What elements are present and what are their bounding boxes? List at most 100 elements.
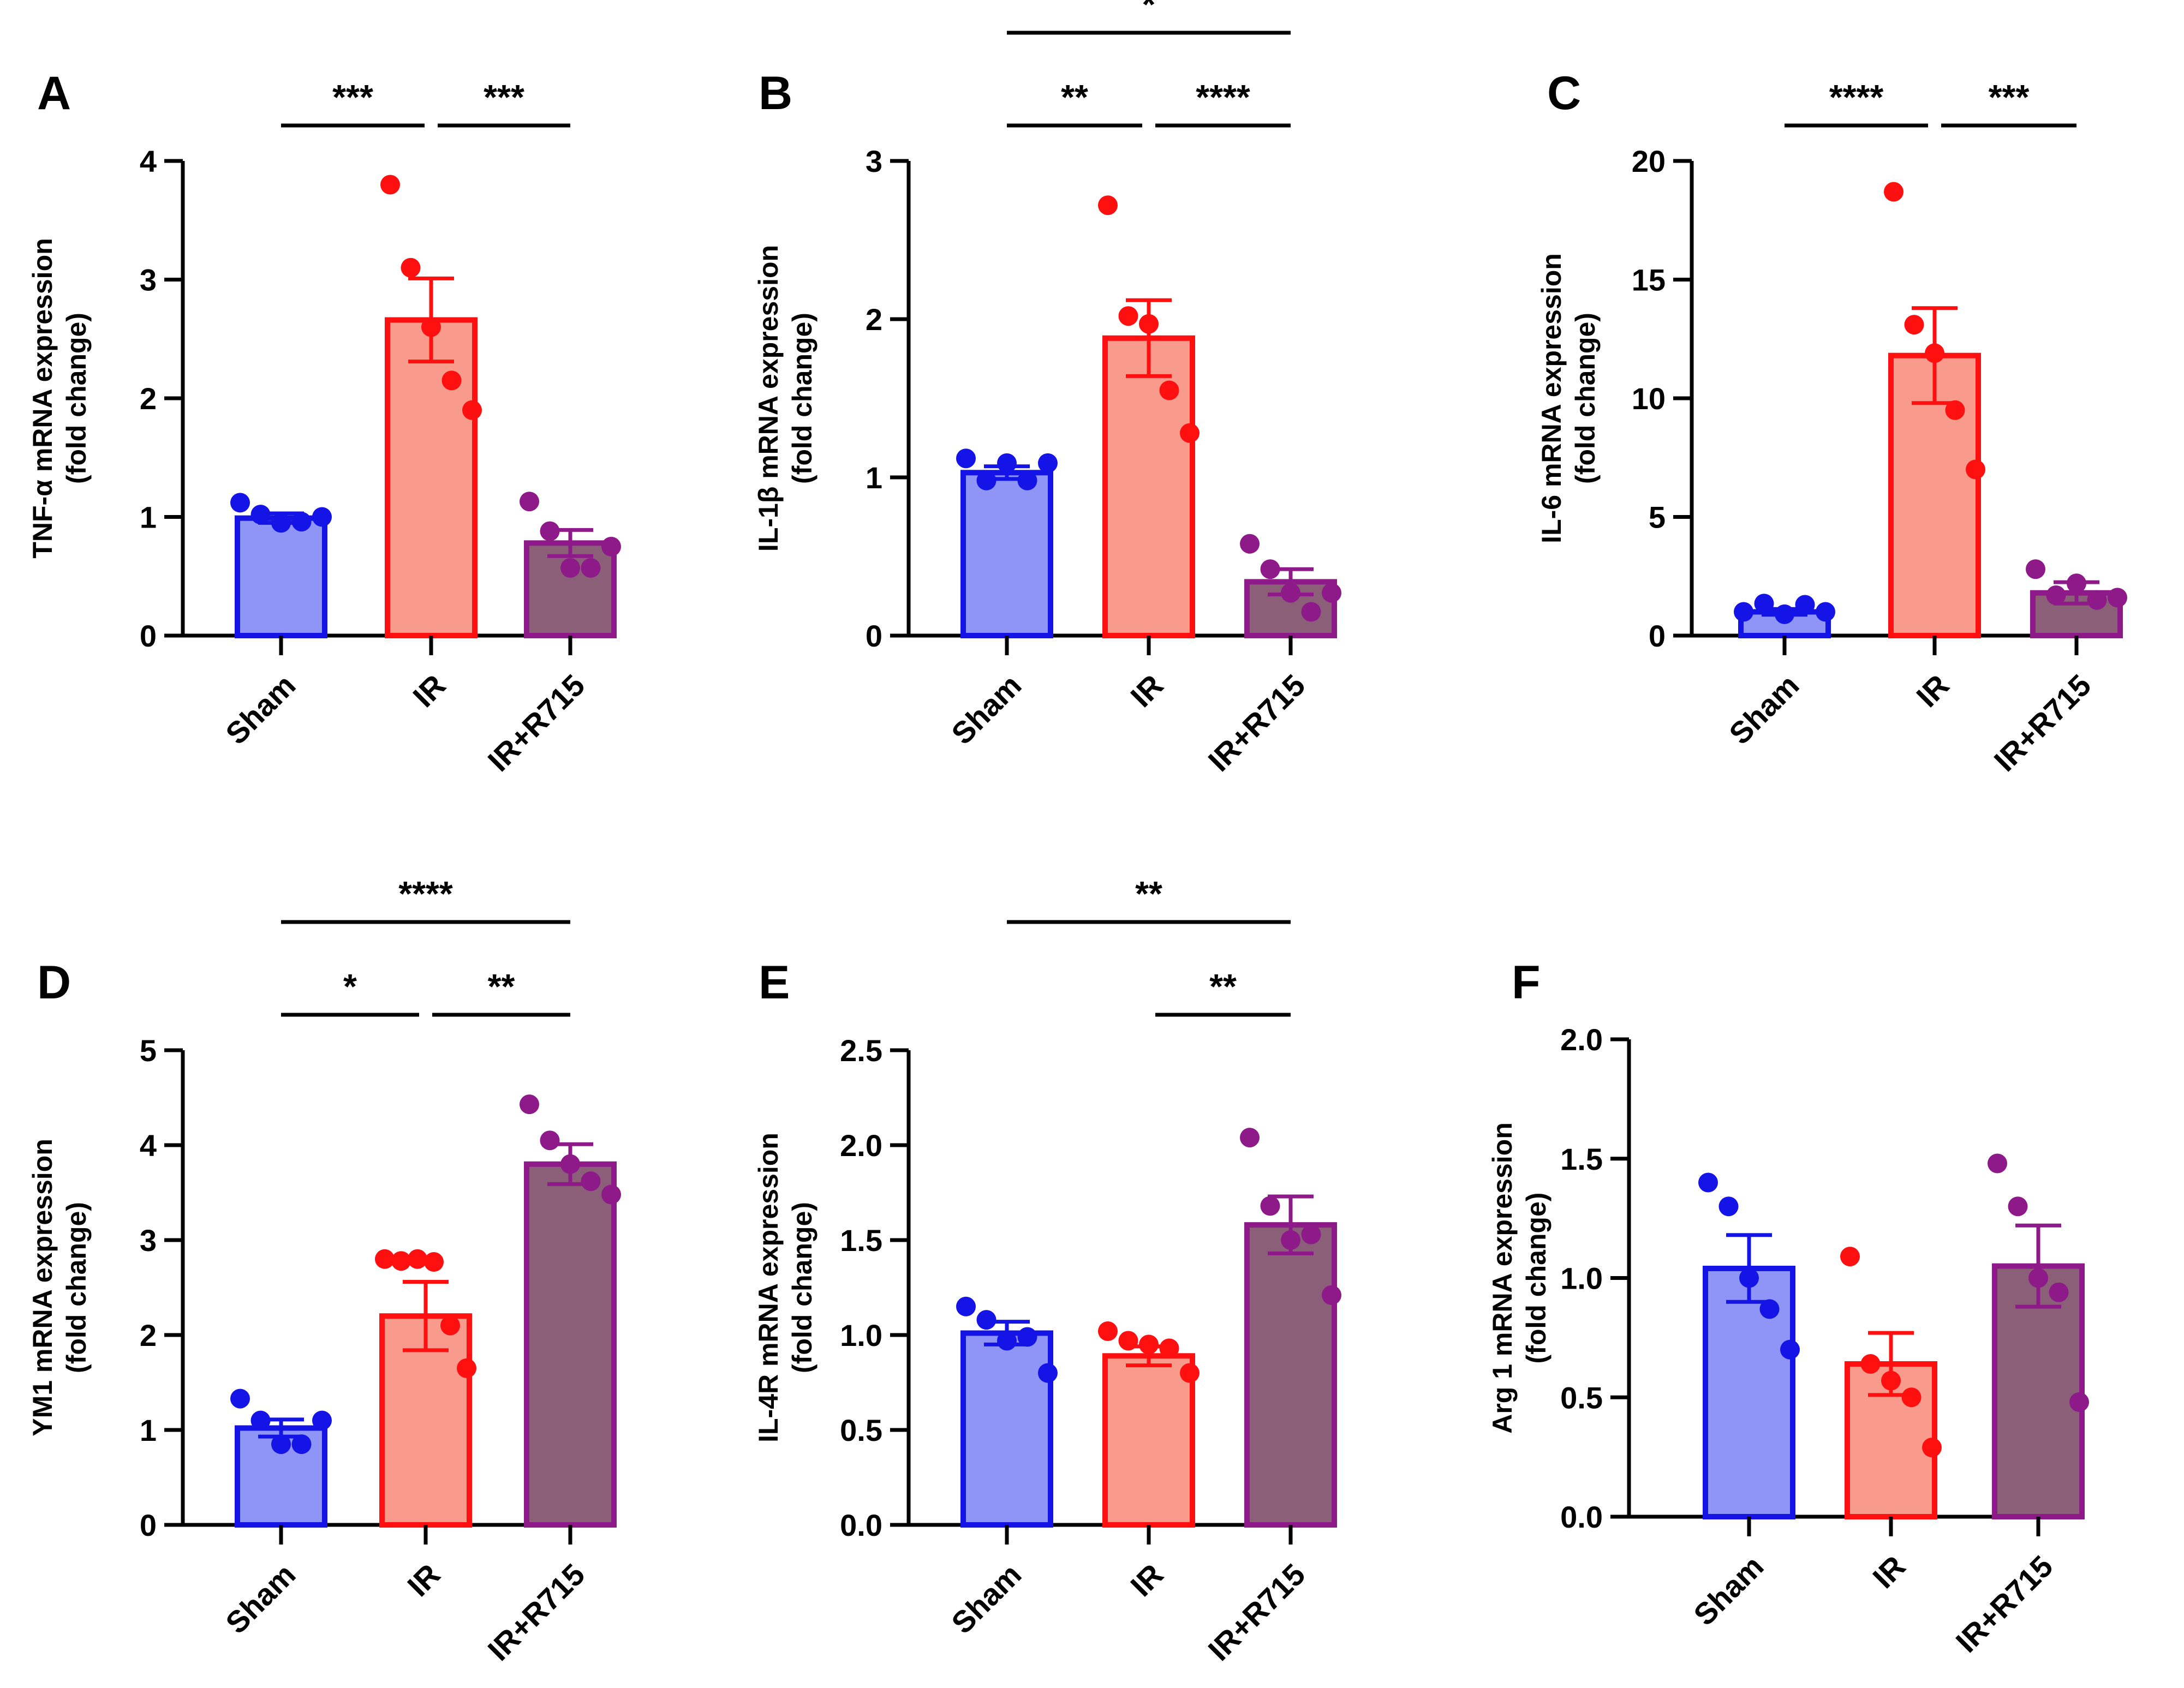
y-axis-label: YM1 mRNA expression (27, 1139, 58, 1436)
y-axis-label: IL-1β mRNA expression (753, 245, 784, 552)
y-axis-label-units: (fold change) (61, 313, 92, 484)
bar-sham (960, 1330, 1053, 1528)
significance-label: *** (1989, 77, 2030, 117)
bar-ir (385, 317, 478, 638)
data-point (1301, 1224, 1321, 1244)
category-label: IR+R715 (1988, 668, 2098, 778)
category-label: IR+R715 (1202, 668, 1312, 778)
significance-label: **** (1829, 77, 1884, 117)
panel-b: B 0 1 2 3 IL-1β mRNA expression (fold change) S… (753, 0, 1341, 778)
data-point (956, 448, 976, 469)
data-point (1698, 1172, 1718, 1193)
data-point (1098, 1321, 1118, 1342)
data-point (401, 258, 421, 278)
category-label: Sham (1687, 1549, 1770, 1632)
y-tick-label: 5 (1649, 500, 1666, 535)
y-axis-label-units: (fold change) (61, 1202, 92, 1373)
data-point (1017, 1327, 1037, 1347)
data-point (312, 507, 332, 527)
data-point (375, 1249, 395, 1269)
category-label: Sham (219, 668, 302, 751)
panel-letter: C (1547, 67, 1581, 119)
data-point (581, 1171, 601, 1192)
y-tick-label: 1 (140, 1413, 157, 1447)
data-point (380, 175, 400, 195)
data-point (271, 513, 291, 533)
data-point (271, 1434, 291, 1454)
y-tick-label: 1.0 (1560, 1261, 1603, 1296)
data-point (1139, 1334, 1159, 1355)
data-point (1301, 602, 1321, 622)
data-point (1139, 314, 1159, 334)
significance-label: ** (1209, 967, 1237, 1006)
category-label: IR (1124, 1557, 1169, 1603)
data-point (230, 493, 250, 513)
category-label: IR (401, 1557, 446, 1603)
data-point (976, 470, 996, 490)
category-label: IR (1866, 1549, 1912, 1595)
data-point (2008, 1196, 2028, 1217)
data-point (291, 512, 312, 532)
data-point (1904, 315, 1924, 335)
y-tick-label: 0.5 (840, 1413, 882, 1447)
data-point (1739, 1268, 1759, 1288)
data-point (1159, 380, 1179, 400)
data-point (1322, 1285, 1341, 1305)
y-axis-label-units: (fold change) (787, 313, 817, 484)
data-point (997, 453, 1017, 473)
significance-label: ** (1135, 874, 1162, 913)
data-point (520, 492, 539, 512)
y-tick-label: 2.0 (840, 1128, 882, 1163)
y-tick-label: 10 (1632, 381, 1666, 416)
significance-label: **** (398, 874, 453, 913)
data-point (1159, 1338, 1179, 1358)
y-axis-label-units: (fold change) (1570, 313, 1601, 484)
data-point (956, 1296, 976, 1316)
data-point (1281, 1230, 1300, 1250)
data-point (2026, 559, 2045, 579)
y-tick-label: 1.5 (840, 1223, 882, 1258)
y-tick-label: 0 (140, 1508, 157, 1542)
panel-a: A 0 1 2 3 4 TNF-α mRNA expression (fold change)… (27, 67, 621, 778)
significance-label: ** (488, 967, 515, 1006)
data-point (1901, 1387, 1922, 1408)
data-point (1759, 1299, 1780, 1319)
y-axis-label: IL-6 mRNA expression (1536, 253, 1567, 543)
data-point (601, 536, 621, 556)
data-point (560, 1154, 580, 1174)
y-tick-label: 15 (1632, 263, 1666, 297)
data-point (1816, 602, 1835, 622)
data-point (2049, 1282, 2069, 1302)
data-point (457, 1358, 476, 1378)
y-tick-label: 2.5 (840, 1033, 882, 1068)
data-point (1922, 1438, 1942, 1458)
data-point (2069, 1392, 2089, 1412)
y-tick-label: 0.5 (1560, 1380, 1603, 1415)
data-point (1180, 423, 1200, 443)
data-point (441, 370, 462, 391)
data-point (1322, 583, 1341, 603)
y-tick-label: 0.0 (840, 1508, 882, 1542)
y-axis-label: TNF-α mRNA expression (27, 238, 58, 558)
data-point (520, 1094, 539, 1115)
y-tick-label: 0 (140, 619, 157, 653)
category-label: IR+R715 (1202, 1557, 1312, 1667)
data-point (1754, 594, 1774, 614)
panel-letter: B (759, 67, 792, 119)
category-label: IR (1124, 668, 1169, 714)
y-tick-label: 5 (140, 1033, 157, 1068)
data-point (1240, 1128, 1260, 1148)
category-label: Sham (945, 668, 1028, 751)
data-point (2046, 585, 2066, 606)
data-point (391, 1251, 411, 1271)
significance-label: ** (1061, 77, 1088, 117)
data-point (2087, 590, 2107, 610)
category-label: Sham (219, 1557, 302, 1640)
data-point (408, 1249, 427, 1269)
panel-d: D 0 1 2 3 4 5 YM1 mRNA expression (fold change) S… (27, 874, 621, 1667)
data-point (1718, 1196, 1739, 1217)
y-tick-label: 3 (140, 1223, 157, 1258)
data-point (2028, 1268, 2048, 1288)
y-axis-label-units: (fold change) (787, 1202, 817, 1373)
